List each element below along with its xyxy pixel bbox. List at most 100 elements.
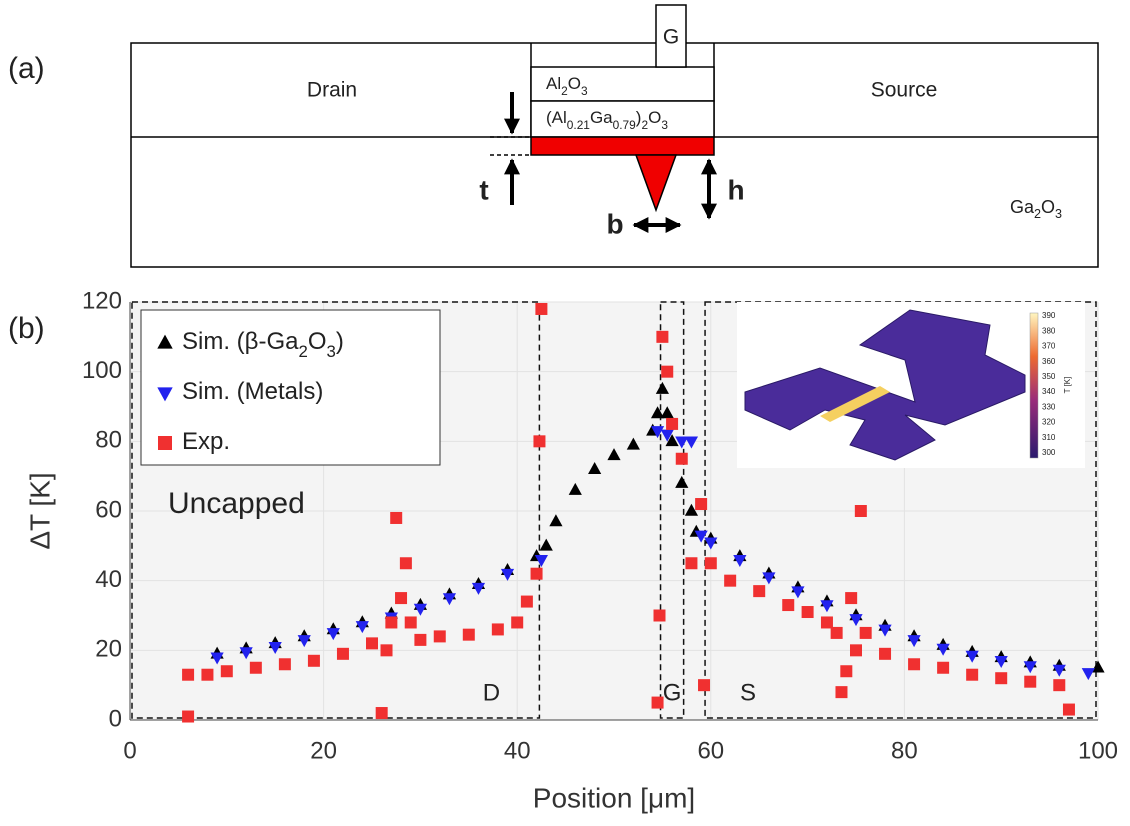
data-point bbox=[695, 498, 708, 511]
data-point bbox=[413, 603, 427, 616]
data-point bbox=[239, 647, 253, 660]
data-point bbox=[520, 595, 533, 608]
data-point bbox=[820, 616, 833, 629]
y-tick-label: 20 bbox=[95, 636, 122, 663]
colorbar-tick-label: 320 bbox=[1042, 418, 1056, 427]
data-point bbox=[965, 650, 979, 663]
b-label: b bbox=[606, 208, 623, 239]
x-tick-label: 60 bbox=[697, 737, 724, 764]
data-point bbox=[698, 679, 711, 692]
colorbar-tick-label: 380 bbox=[1042, 326, 1056, 335]
data-point bbox=[375, 707, 388, 720]
x-tick-label: 80 bbox=[891, 737, 918, 764]
data-point bbox=[685, 557, 698, 570]
data-point bbox=[535, 302, 548, 315]
y-tick-label: 100 bbox=[82, 357, 122, 384]
legend-label: Exp. bbox=[182, 428, 230, 455]
data-point bbox=[820, 600, 834, 613]
data-point bbox=[840, 665, 853, 678]
colorbar-tick-label: 360 bbox=[1042, 357, 1056, 366]
data-point bbox=[653, 609, 666, 622]
data-point bbox=[849, 614, 863, 627]
data-point bbox=[995, 672, 1008, 685]
region-box bbox=[659, 301, 685, 719]
t-label: t bbox=[479, 174, 488, 205]
data-point bbox=[879, 647, 892, 660]
data-point bbox=[660, 429, 674, 442]
legend-label: Sim. (Metals) bbox=[182, 378, 323, 405]
colorbar-tick-label: 310 bbox=[1042, 433, 1056, 442]
data-point bbox=[651, 696, 664, 709]
diagram bbox=[130, 4, 1099, 268]
data-point bbox=[753, 585, 766, 598]
source-label: Source bbox=[871, 79, 938, 102]
data-point bbox=[850, 644, 862, 657]
data-point bbox=[936, 643, 950, 656]
data-point bbox=[684, 503, 699, 516]
data-point bbox=[675, 452, 688, 465]
data-point bbox=[878, 624, 892, 637]
data-point bbox=[994, 655, 1008, 668]
data-point bbox=[660, 406, 674, 419]
data-point bbox=[201, 668, 214, 681]
data-point bbox=[588, 462, 602, 474]
colorbar-tick-label: 300 bbox=[1042, 448, 1056, 457]
gate-label: G bbox=[663, 26, 679, 49]
data-point bbox=[1091, 660, 1105, 673]
data-point bbox=[539, 538, 553, 551]
data-point bbox=[395, 592, 408, 605]
data-point bbox=[694, 530, 708, 543]
data-point bbox=[656, 330, 669, 343]
y-tick-label: 120 bbox=[82, 287, 122, 314]
data-point bbox=[607, 448, 621, 461]
legend-marker bbox=[157, 334, 173, 349]
data-point bbox=[966, 668, 979, 681]
annotation: Uncapped bbox=[168, 487, 305, 520]
region-label: D bbox=[483, 679, 500, 706]
data-point bbox=[1023, 661, 1037, 674]
data-point bbox=[530, 567, 543, 580]
data-point bbox=[650, 426, 665, 439]
data-point bbox=[791, 586, 805, 599]
x-tick-label: 100 bbox=[1078, 737, 1118, 764]
data-point bbox=[1081, 668, 1095, 681]
data-point bbox=[724, 574, 737, 587]
data-point bbox=[782, 599, 795, 612]
data-point bbox=[500, 568, 515, 581]
data-point bbox=[835, 686, 848, 699]
data-point bbox=[414, 633, 427, 646]
data-point bbox=[268, 642, 282, 655]
data-point bbox=[390, 511, 403, 524]
x-axis-label: Position [μm] bbox=[533, 782, 695, 813]
data-point bbox=[210, 652, 224, 665]
colorbar-tick-label: 390 bbox=[1042, 311, 1056, 320]
data-point bbox=[249, 661, 262, 674]
data-point bbox=[675, 475, 689, 488]
legend-box bbox=[140, 309, 441, 466]
panel-label: (a) bbox=[8, 52, 45, 85]
data-point bbox=[549, 514, 563, 527]
y-axis-label: ΔT [K] bbox=[24, 472, 55, 549]
data-point bbox=[433, 630, 446, 643]
data-point bbox=[704, 557, 717, 570]
data-point bbox=[655, 381, 669, 394]
data-point bbox=[442, 593, 457, 606]
colorbar-label: T [K] bbox=[1063, 377, 1072, 394]
region-label: G bbox=[663, 679, 682, 706]
oxide-label: Al2O3 bbox=[546, 74, 588, 98]
colorbar-tick-label: 340 bbox=[1042, 387, 1056, 396]
x-tick-label: 0 bbox=[123, 737, 136, 764]
data-point bbox=[845, 592, 858, 605]
data-point bbox=[661, 365, 674, 378]
data-point bbox=[182, 668, 195, 681]
substrate-label: Ga2O3 bbox=[1010, 197, 1062, 222]
data-point bbox=[326, 628, 340, 641]
y-tick-label: 0 bbox=[109, 705, 122, 732]
data-point bbox=[626, 437, 640, 450]
region-box bbox=[131, 301, 541, 719]
data-point bbox=[491, 623, 504, 636]
data-point bbox=[801, 606, 814, 619]
data-point bbox=[471, 582, 486, 595]
data-point bbox=[220, 665, 233, 678]
data-point bbox=[859, 626, 872, 639]
